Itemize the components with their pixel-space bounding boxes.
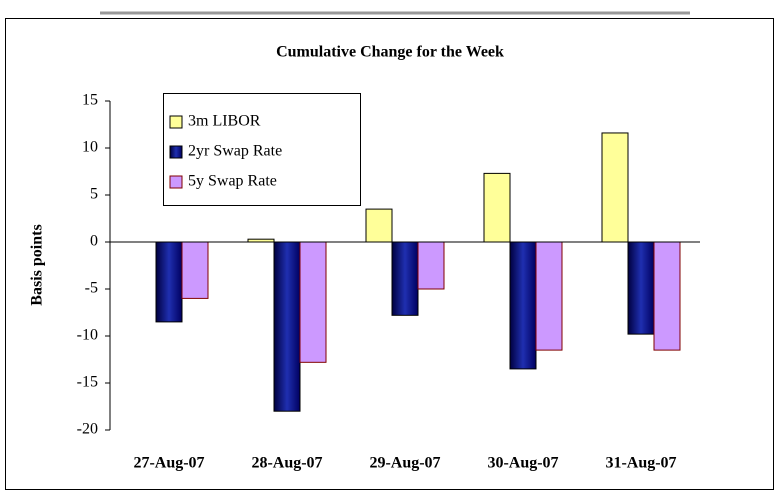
legend-swatch: [169, 145, 183, 159]
bar: [535, 241, 563, 351]
chart-title: Cumulative Change for the Week: [276, 44, 504, 61]
bar: [299, 241, 327, 363]
y-tick-label: 15: [82, 92, 98, 109]
bar: [365, 208, 393, 243]
legend-swatch: [169, 175, 183, 189]
y-tick-label: 10: [82, 139, 98, 156]
legend-box: [163, 93, 361, 206]
bar: [653, 241, 681, 351]
x-tick-label: 29-Aug-07: [369, 455, 440, 472]
y-tick-label: 0: [90, 233, 98, 250]
chart-frame: [5, 18, 774, 490]
bar: [483, 172, 511, 243]
y-tick-label: -20: [77, 421, 98, 438]
x-tick-label: 28-Aug-07: [251, 455, 322, 472]
bar: [601, 132, 629, 243]
bar: [627, 241, 655, 335]
bar: [417, 241, 445, 290]
x-tick-label: 27-Aug-07: [133, 455, 204, 472]
bar: [391, 241, 419, 316]
bar: [273, 241, 301, 412]
bar: [155, 241, 183, 323]
x-tick-label: 31-Aug-07: [605, 455, 676, 472]
legend-label: 5y Swap Rate: [188, 173, 277, 190]
bar: [509, 241, 537, 370]
y-tick-label: -15: [77, 374, 98, 391]
legend-label: 3m LIBOR: [188, 113, 261, 130]
legend-label: 2yr Swap Rate: [188, 143, 282, 160]
y-tick-label: -10: [77, 327, 98, 344]
bar: [181, 241, 209, 299]
y-axis-label: Basis points: [29, 224, 46, 305]
y-tick-label: 5: [90, 186, 98, 203]
legend-swatch: [169, 115, 183, 129]
x-tick-label: 30-Aug-07: [487, 455, 558, 472]
y-tick-label: -5: [85, 280, 98, 297]
